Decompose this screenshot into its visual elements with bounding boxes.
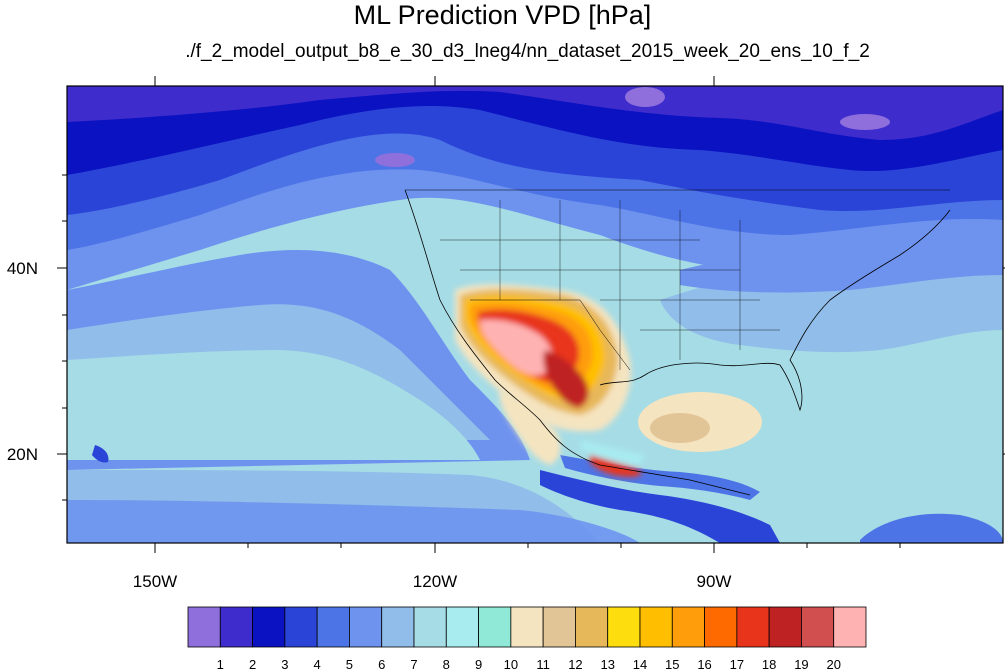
colorbar-label: 16: [697, 657, 711, 672]
lon-tick-150w: 150W: [133, 572, 177, 591]
colorbar-label: 12: [568, 657, 582, 672]
colorbar-swatch: [768, 606, 802, 648]
colorbar-swatch: [219, 606, 253, 648]
colorbar-label: 20: [826, 657, 840, 672]
colorbar-label: 11: [536, 657, 550, 672]
colorbar-swatch: [510, 606, 544, 648]
colorbar-swatch: [607, 606, 641, 648]
colorbar-swatch: [833, 606, 867, 648]
lat-tick-20n: 20N: [7, 445, 38, 464]
lon-tick-120w: 120W: [413, 572, 457, 591]
colorbar-swatch: [413, 606, 447, 648]
lat-tick-40n: 40N: [7, 259, 38, 278]
colorbar-swatch: [316, 606, 350, 648]
colorbar-swatch: [801, 606, 835, 648]
colorbar-label: 13: [600, 657, 614, 672]
colorbar-swatch: [187, 606, 221, 648]
colorbar-label: 15: [665, 657, 679, 672]
colorbar-label: 10: [504, 657, 518, 672]
colorbar-label: 7: [410, 657, 417, 672]
colorbar-swatch: [284, 606, 318, 648]
colorbar-swatch: [252, 606, 286, 648]
colorbar-swatch: [349, 606, 383, 648]
colorbar-label: 19: [794, 657, 808, 672]
coastlines: [404, 189, 951, 496]
colorbar-swatch: [575, 606, 609, 648]
colorbar-label: 5: [346, 657, 353, 672]
colorbar-swatch: [381, 606, 415, 648]
colorbar-swatch: [445, 606, 479, 648]
colorbar-label: 6: [378, 657, 385, 672]
colorbar-swatch: [671, 606, 705, 648]
colorbar-label: 8: [443, 657, 450, 672]
colorbar-label: 4: [314, 657, 321, 672]
colorbar-swatch: [478, 606, 512, 648]
colorbar-swatch: [639, 606, 673, 648]
colorbar-label: 17: [730, 657, 744, 672]
vpd-field: [67, 86, 1003, 543]
colorbar-label: 2: [249, 657, 256, 672]
map-title: ML Prediction VPD [hPa]: [353, 0, 652, 30]
map-subtitle: ./f_2_model_output_b8_e_30_d3_lneg4/nn_d…: [185, 41, 870, 62]
colorbar-swatch: [736, 606, 770, 648]
colorbar-label: 14: [633, 657, 647, 672]
lon-tick-90w: 90W: [697, 572, 732, 591]
colorbar-label: 18: [762, 657, 776, 672]
colorbar: 1 2 3 4 5 6 7 8 9 10 11 12 13 14 15 16 17 18 19 20: [187, 606, 867, 672]
colorbar-swatch: [704, 606, 738, 648]
colorbar-label: 3: [281, 657, 288, 672]
colorbar-swatch: [542, 606, 576, 648]
colorbar-label: 1: [217, 657, 224, 672]
colorbar-label: 9: [475, 657, 482, 672]
